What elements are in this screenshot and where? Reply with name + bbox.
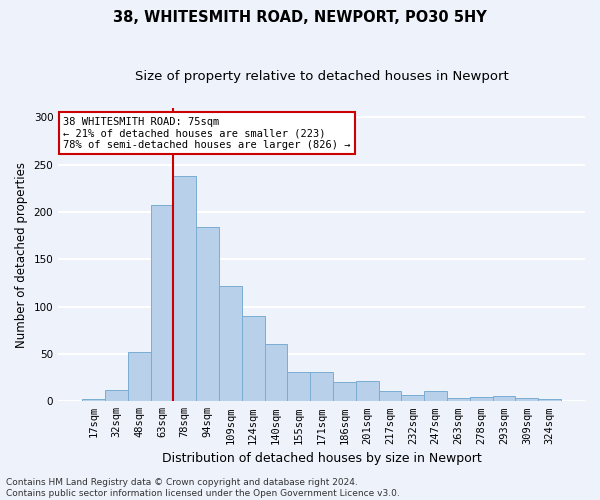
Bar: [173, 176, 196, 402]
Bar: [287, 372, 310, 402]
Text: 38, WHITESMITH ROAD, NEWPORT, PO30 5HY: 38, WHITESMITH ROAD, NEWPORT, PO30 5HY: [113, 10, 487, 25]
X-axis label: Distribution of detached houses by size in Newport: Distribution of detached houses by size …: [162, 452, 481, 465]
Bar: [265, 344, 287, 402]
Bar: [151, 206, 173, 402]
Bar: [470, 396, 493, 402]
Bar: [424, 391, 447, 402]
Bar: [447, 398, 470, 402]
Text: Contains HM Land Registry data © Crown copyright and database right 2024.
Contai: Contains HM Land Registry data © Crown c…: [6, 478, 400, 498]
Title: Size of property relative to detached houses in Newport: Size of property relative to detached ho…: [135, 70, 508, 83]
Bar: [333, 382, 356, 402]
Bar: [515, 398, 538, 402]
Bar: [196, 227, 219, 402]
Bar: [219, 286, 242, 402]
Bar: [82, 400, 105, 402]
Text: 38 WHITESMITH ROAD: 75sqm
← 21% of detached houses are smaller (223)
78% of semi: 38 WHITESMITH ROAD: 75sqm ← 21% of detac…: [64, 116, 351, 150]
Bar: [310, 372, 333, 402]
Bar: [379, 391, 401, 402]
Bar: [401, 394, 424, 402]
Bar: [356, 382, 379, 402]
Bar: [105, 390, 128, 402]
Bar: [493, 396, 515, 402]
Bar: [538, 400, 561, 402]
Y-axis label: Number of detached properties: Number of detached properties: [15, 162, 28, 348]
Bar: [128, 352, 151, 402]
Bar: [242, 316, 265, 402]
